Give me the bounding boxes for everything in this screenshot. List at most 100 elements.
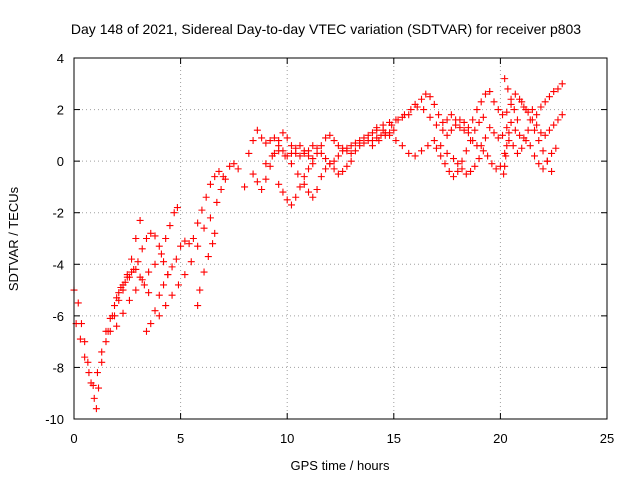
data-point	[279, 129, 287, 137]
data-point	[85, 369, 93, 377]
data-point	[287, 142, 295, 150]
x-tick-label: 20	[493, 431, 507, 446]
data-point	[513, 149, 521, 157]
data-point	[287, 201, 295, 209]
data-point	[230, 160, 238, 168]
data-point	[460, 126, 468, 134]
x-tick-label: 15	[387, 431, 401, 446]
data-point	[313, 186, 321, 194]
data-point	[181, 237, 189, 245]
data-point	[552, 144, 560, 152]
data-point	[330, 137, 338, 145]
data-point	[334, 142, 342, 150]
data-point	[473, 106, 481, 114]
data-point	[343, 144, 351, 152]
data-point	[200, 268, 208, 276]
data-point	[134, 258, 142, 266]
data-point	[125, 273, 133, 281]
data-point	[326, 131, 334, 139]
data-point	[447, 126, 455, 134]
data-point	[138, 276, 146, 284]
y-axis-label: SDTVAR / TECUs	[6, 186, 21, 291]
data-point	[509, 142, 517, 150]
data-point	[90, 394, 98, 402]
data-point	[458, 165, 466, 173]
data-point	[92, 405, 100, 413]
data-point	[545, 126, 553, 134]
data-point	[268, 152, 276, 160]
data-point	[503, 124, 511, 132]
data-point	[296, 142, 304, 150]
data-point	[330, 157, 338, 165]
data-point	[375, 137, 383, 145]
data-point	[456, 124, 464, 132]
data-point	[347, 157, 355, 165]
data-point	[475, 155, 483, 163]
y-tick-label: 2	[57, 103, 64, 118]
data-point	[168, 263, 176, 271]
data-point	[111, 302, 119, 310]
data-point	[164, 271, 172, 279]
data-point	[351, 147, 359, 155]
data-point	[432, 121, 440, 129]
data-point	[548, 167, 556, 175]
data-point	[202, 193, 210, 201]
data-point	[432, 144, 440, 152]
data-point	[554, 116, 562, 124]
data-point	[477, 142, 485, 150]
data-point	[479, 113, 487, 121]
data-point	[305, 165, 313, 173]
data-point	[500, 170, 508, 178]
data-point	[388, 121, 396, 129]
data-point	[390, 126, 398, 134]
data-point	[462, 147, 470, 155]
data-point	[486, 88, 494, 96]
data-point	[437, 142, 445, 150]
data-point	[174, 281, 182, 289]
data-point	[253, 178, 261, 186]
data-point	[467, 137, 475, 145]
data-point	[518, 98, 526, 106]
data-point	[160, 258, 168, 266]
data-point	[81, 353, 89, 361]
data-point	[441, 160, 449, 168]
data-point	[490, 129, 498, 137]
data-point	[464, 129, 472, 137]
data-point	[503, 142, 511, 150]
data-point	[168, 291, 176, 299]
grid-lines	[74, 58, 607, 419]
data-point	[213, 198, 221, 206]
data-point	[484, 152, 492, 160]
data-point	[322, 134, 330, 142]
data-point	[198, 206, 206, 214]
data-point	[317, 149, 325, 157]
data-point	[454, 160, 462, 168]
data-point	[108, 312, 116, 320]
data-points	[70, 75, 566, 413]
data-point	[477, 98, 485, 106]
data-point	[454, 167, 462, 175]
data-point	[439, 126, 447, 134]
data-point	[266, 137, 274, 145]
y-tick-label: -8	[52, 360, 64, 375]
data-point	[296, 152, 304, 160]
data-point	[292, 193, 300, 201]
data-point	[84, 358, 92, 366]
data-point	[317, 173, 325, 181]
data-point	[253, 126, 261, 134]
data-point	[449, 155, 457, 163]
data-point	[121, 278, 129, 286]
x-tick-label: 25	[600, 431, 614, 446]
y-tick-label: 0	[57, 154, 64, 169]
data-point	[503, 108, 511, 116]
data-point	[115, 289, 123, 297]
data-point	[447, 111, 455, 119]
data-point	[481, 134, 489, 142]
data-point	[511, 90, 519, 98]
data-point	[151, 260, 159, 268]
data-point	[522, 137, 530, 145]
data-point	[368, 129, 376, 137]
data-point	[486, 124, 494, 132]
data-point	[326, 160, 334, 168]
